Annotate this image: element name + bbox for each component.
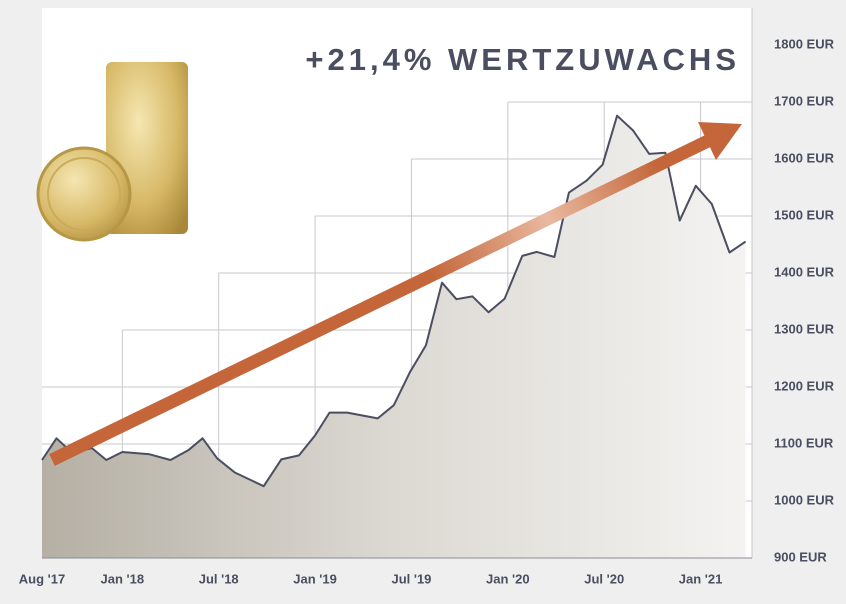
y-tick-label: 1000 EUR bbox=[774, 492, 835, 507]
x-tick-label: Jan '20 bbox=[486, 571, 530, 586]
y-tick-label: 1400 EUR bbox=[774, 264, 835, 279]
x-tick-label: Jan '21 bbox=[679, 571, 723, 586]
x-tick-label: Jul '20 bbox=[584, 571, 624, 586]
x-tick-label: Jan '18 bbox=[101, 571, 145, 586]
y-tick-label: 1800 EUR bbox=[774, 36, 835, 51]
y-tick-label: 1100 EUR bbox=[774, 435, 834, 450]
chart-title: +21,4% WERTZUWACHS bbox=[305, 42, 740, 77]
y-tick-label: 1700 EUR bbox=[774, 93, 835, 108]
y-tick-label: 1600 EUR bbox=[774, 150, 835, 165]
y-tick-label: 900 EUR bbox=[774, 549, 827, 564]
y-tick-label: 1200 EUR bbox=[774, 378, 835, 393]
x-tick-label: Jul '18 bbox=[199, 571, 239, 586]
x-tick-label: Aug '17 bbox=[19, 571, 65, 586]
x-tick-label: Jan '19 bbox=[293, 571, 337, 586]
y-tick-label: 1500 EUR bbox=[774, 207, 835, 222]
gold-coin bbox=[38, 148, 130, 240]
y-tick-label: 1300 EUR bbox=[774, 321, 835, 336]
chart: +21,4% WERTZUWACHS 900 EUR 1000 EUR 1100 E… bbox=[0, 0, 846, 604]
x-tick-label: Jul '19 bbox=[391, 571, 431, 586]
